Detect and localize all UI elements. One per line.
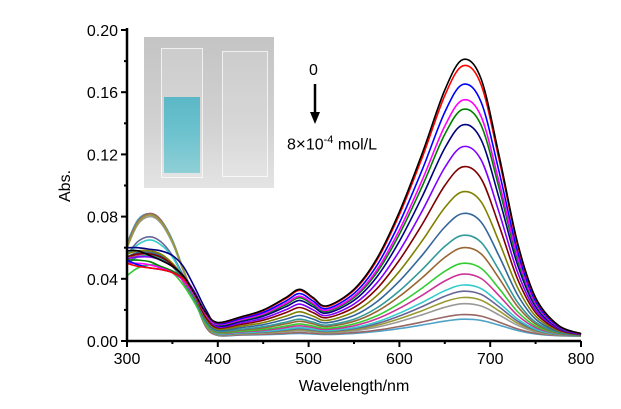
arrow-down-icon xyxy=(310,84,320,124)
annotation-exponent: -4 xyxy=(323,134,334,146)
clear-cuvette xyxy=(222,51,268,177)
annotation-times: × xyxy=(295,134,306,154)
x-tick-label: 500 xyxy=(295,351,322,368)
annotation-end: 8×10-4 mol/L xyxy=(287,134,377,154)
y-axis-title: Abs. xyxy=(57,170,74,202)
annotation-unit: mol/L xyxy=(337,136,377,154)
y-tick-label: 0.12 xyxy=(87,147,118,164)
annotation-end-base: 8 xyxy=(287,136,296,154)
y-tick-label: 0.20 xyxy=(87,23,118,40)
y-tick-label: 0.04 xyxy=(87,272,118,289)
spectrum-line-12 xyxy=(126,262,582,337)
x-tick-label: 400 xyxy=(204,351,231,368)
y-tick-label: 0.00 xyxy=(87,334,118,351)
axes: 0.00 0.04 0.08 0.12 0.16 0.20 300 400 500 600 700 8… xyxy=(87,23,595,368)
blue-cuvette xyxy=(161,48,203,178)
spectrum-line-0 xyxy=(126,58,582,335)
y-tick-label: 0.16 xyxy=(87,85,118,102)
spectrum-line-10 xyxy=(126,234,582,337)
spectrum-line-5 xyxy=(126,123,582,335)
spectrum-line-16 xyxy=(126,214,582,337)
series-layer xyxy=(126,58,582,337)
annotation-start: 0 xyxy=(309,62,318,79)
annotation-mantissa: 10 xyxy=(305,136,324,154)
spectrum-line-14 xyxy=(126,239,582,337)
y-tick-label: 0.08 xyxy=(87,210,118,227)
x-tick-label: 800 xyxy=(568,351,595,368)
x-tick-label: 300 xyxy=(114,351,141,368)
cuvette-photo-inset xyxy=(144,37,274,188)
x-axis-title: Wavelength/nm xyxy=(299,378,410,395)
blue-solution xyxy=(164,97,200,173)
spectrum-line-8 xyxy=(126,190,582,336)
x-tick-label: 700 xyxy=(477,351,504,368)
spectrum-line-4 xyxy=(126,108,582,335)
x-tick-label: 600 xyxy=(386,351,413,368)
